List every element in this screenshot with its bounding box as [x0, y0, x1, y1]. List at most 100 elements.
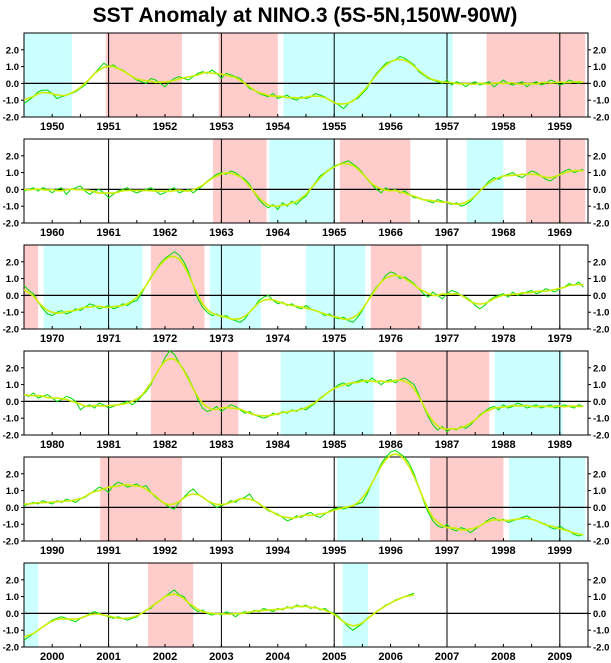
y-tick-label-left: -2.0	[3, 219, 19, 230]
smoothed-anomaly-line	[23, 58, 584, 105]
y-tick-label-right: -1.0	[593, 308, 609, 319]
year-label-2000: 2000	[40, 651, 64, 663]
year-label-1966: 1966	[378, 227, 402, 239]
warm-period-shade	[24, 245, 39, 329]
year-label-1980: 1980	[40, 439, 64, 451]
year-label-1968: 1968	[491, 227, 515, 239]
y-tick-label-right: 2.0	[593, 257, 606, 268]
year-label-1965: 1965	[322, 227, 346, 239]
cold-period-shade	[466, 139, 504, 223]
y-tick-label-left: 0.0	[6, 79, 19, 90]
year-label-1971: 1971	[96, 333, 120, 345]
y-tick-label-right: 0.0	[593, 291, 606, 302]
year-label-1977: 1977	[435, 333, 459, 345]
year-label-1998: 1998	[491, 545, 515, 557]
y-tick-label-right: -2.0	[593, 219, 609, 230]
y-tick-label-right: 2.0	[593, 469, 606, 480]
year-label-2007: 2007	[435, 651, 459, 663]
chart-title: SST Anomaly at NINO.3 (5S-5N,150W-90W)	[93, 4, 518, 27]
year-label-1975: 1975	[322, 333, 346, 345]
smoothed-anomaly-line	[23, 593, 415, 638]
y-tick-label-right: -1.0	[593, 96, 609, 107]
y-tick-label-right: 2.0	[593, 45, 606, 56]
y-tick-label-left: 2.0	[6, 575, 19, 586]
y-tick-label-left: -1.0	[3, 202, 19, 213]
panel-1950s: 2.0 2.0 1.0 1.0 0.0 0.0 -1.0 -1.0 -2.0 -2.0 1950 19…	[3, 32, 609, 133]
y-tick-label-right: 1.0	[593, 168, 606, 179]
year-label-1973: 1973	[209, 333, 233, 345]
y-tick-label-left: 1.0	[6, 168, 19, 179]
y-tick-label-right: -2.0	[593, 537, 609, 548]
y-tick-label-left: 2.0	[6, 257, 19, 268]
y-tick-label-left: 2.0	[6, 469, 19, 480]
y-tick-label-left: -2.0	[3, 431, 19, 442]
y-tick-label-left: 0.0	[6, 503, 19, 514]
warm-period-shade	[486, 33, 586, 117]
warm-period-shade	[100, 457, 182, 541]
y-tick-label-left: 1.0	[6, 486, 19, 497]
year-label-1970: 1970	[40, 333, 64, 345]
warm-period-shade	[525, 139, 586, 223]
y-tick-label-left: -1.0	[3, 96, 19, 107]
year-label-1999: 1999	[548, 545, 572, 557]
y-tick-label-right: 2.0	[593, 151, 606, 162]
warm-period-shade	[430, 457, 504, 541]
year-label-1964: 1964	[266, 227, 291, 239]
y-tick-label-left: 1.0	[6, 380, 19, 391]
y-tick-label-right: 0.0	[593, 185, 606, 196]
year-label-1983: 1983	[209, 439, 233, 451]
panel-1990s: 2.0 2.0 1.0 1.0 0.0 0.0 -1.0 -1.0 -2.0 -2.0 1990 19…	[3, 449, 609, 557]
chart-panels: 2.0 2.0 1.0 1.0 0.0 0.0 -1.0 -1.0 -2.0 -2.0 1950 19…	[3, 32, 609, 663]
y-tick-label-right: 2.0	[593, 363, 606, 374]
year-label-1989: 1989	[548, 439, 572, 451]
year-label-1974: 1974	[266, 333, 291, 345]
year-label-1954: 1954	[266, 121, 291, 133]
year-label-1990: 1990	[40, 545, 64, 557]
y-tick-label-left: -2.0	[3, 537, 19, 548]
year-label-1988: 1988	[491, 439, 515, 451]
year-label-1993: 1993	[209, 545, 233, 557]
y-tick-label-right: 0.0	[593, 79, 606, 90]
cold-period-shade	[509, 457, 586, 541]
year-label-1959: 1959	[548, 121, 572, 133]
warm-period-shade	[396, 351, 490, 435]
panel-1970s: 2.0 2.0 1.0 1.0 0.0 0.0 -1.0 -1.0 -2.0 -2.0 1970 19…	[3, 244, 609, 345]
year-label-1976: 1976	[378, 333, 402, 345]
y-tick-label-right: -1.0	[593, 414, 609, 425]
y-tick-label-right: -2.0	[593, 325, 609, 336]
year-label-2005: 2005	[322, 651, 346, 663]
year-label-1950: 1950	[40, 121, 64, 133]
year-label-1991: 1991	[96, 545, 120, 557]
warm-period-shade	[105, 33, 182, 117]
year-label-1992: 1992	[153, 545, 177, 557]
year-label-1955: 1955	[322, 121, 346, 133]
year-label-2006: 2006	[378, 651, 402, 663]
y-tick-label-left: -1.0	[3, 520, 19, 531]
year-label-1979: 1979	[548, 333, 572, 345]
y-tick-label-left: 0.0	[6, 609, 19, 620]
y-tick-label-right: 2.0	[593, 575, 606, 586]
cold-period-shade	[494, 351, 563, 435]
year-label-1963: 1963	[209, 227, 233, 239]
year-label-2008: 2008	[491, 651, 515, 663]
smoothed-anomaly-line	[24, 453, 584, 536]
warm-period-shade	[150, 351, 239, 435]
y-tick-label-right: 0.0	[593, 503, 606, 514]
year-label-2001: 2001	[96, 651, 120, 663]
year-label-2003: 2003	[209, 651, 233, 663]
year-label-1960: 1960	[40, 227, 64, 239]
year-label-1982: 1982	[153, 439, 177, 451]
y-tick-label-right: 1.0	[593, 486, 606, 497]
cold-period-shade	[24, 563, 39, 647]
year-label-1969: 1969	[548, 227, 572, 239]
panel-2000s: 2.0 2.0 1.0 1.0 0.0 0.0 -1.0 -1.0 -2.0 -2.0 2000 20…	[3, 562, 609, 663]
year-label-1984: 1984	[266, 439, 291, 451]
warm-period-shade	[339, 139, 411, 223]
year-label-1986: 1986	[378, 439, 402, 451]
y-tick-label-left: 0.0	[6, 185, 19, 196]
y-tick-label-left: 2.0	[6, 45, 19, 56]
y-tick-label-left: -2.0	[3, 643, 19, 654]
y-tick-label-right: 1.0	[593, 274, 606, 285]
year-label-1956: 1956	[378, 121, 402, 133]
